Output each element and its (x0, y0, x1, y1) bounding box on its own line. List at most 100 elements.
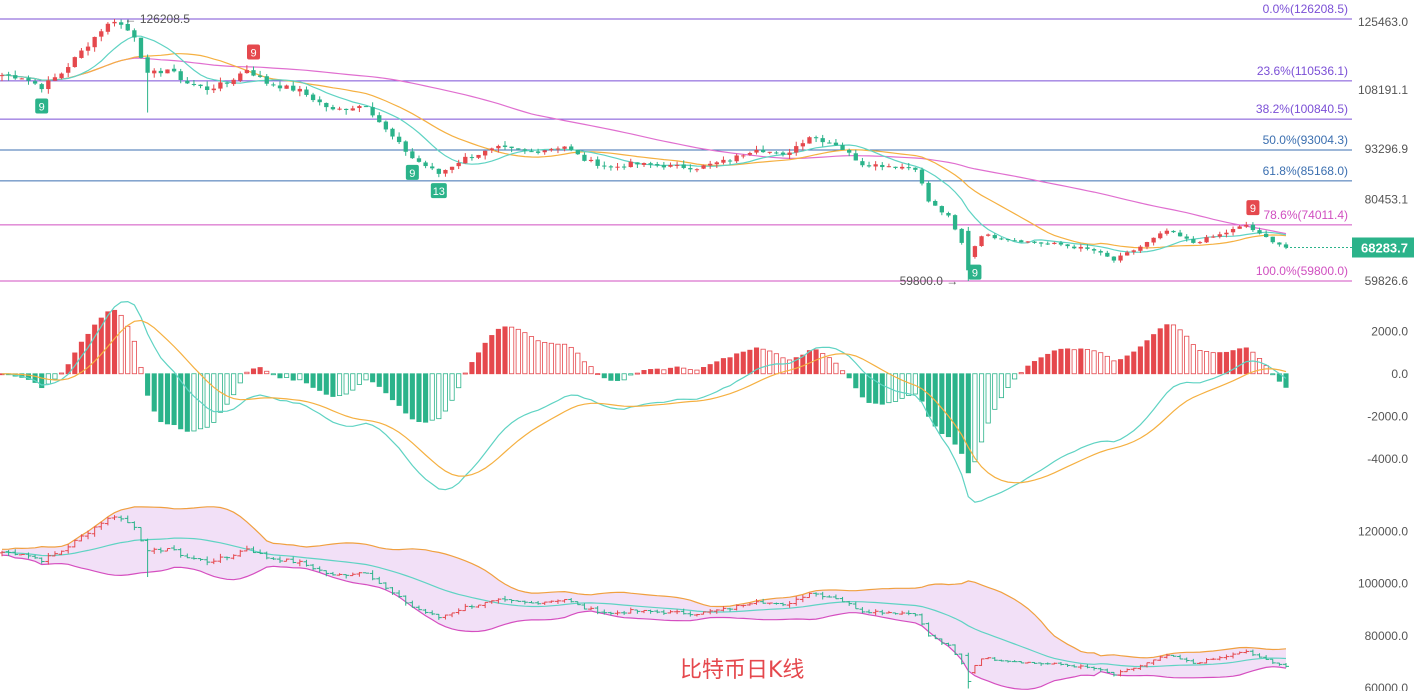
candle-body (32, 81, 38, 84)
candle-body (734, 155, 739, 162)
boll-tick-label: 80000.0 (1365, 629, 1409, 643)
candle-body (416, 158, 422, 162)
macd-bar (1045, 353, 1051, 375)
macd-bar (78, 341, 84, 375)
macd-bar (813, 349, 819, 375)
candle-body (1072, 246, 1077, 249)
macd-bar (376, 373, 382, 387)
macd-bar (1104, 355, 1110, 375)
macd-bar (714, 361, 720, 375)
candle-body (1191, 239, 1196, 243)
macd-bar (204, 373, 210, 428)
macd-bar (343, 373, 349, 395)
candle-body (840, 145, 845, 150)
macd-bar (1065, 348, 1071, 375)
candle-body (79, 50, 84, 58)
td-marker-label: 9 (39, 101, 45, 113)
ma-long-line (1, 57, 1287, 235)
macd-bar (462, 372, 468, 375)
candle-body (542, 150, 547, 153)
td-marker-label: 9 (972, 268, 978, 280)
macd-bar (667, 367, 674, 375)
candle-body (185, 80, 190, 84)
macd-bar (164, 373, 171, 425)
macd-bar (608, 373, 614, 381)
macd-bar (1151, 334, 1157, 375)
candle-body (1131, 250, 1136, 252)
macd-bar (284, 373, 290, 378)
candle-body (694, 169, 700, 171)
candle-body (158, 70, 163, 74)
candle-body (231, 79, 236, 85)
macd-bar (257, 367, 263, 375)
candle-body (85, 46, 91, 51)
td-marker-label: 9 (409, 168, 415, 180)
macd-bar (310, 373, 316, 388)
macd-bar (892, 373, 899, 402)
candle-body (979, 236, 984, 247)
macd-bar (727, 357, 733, 375)
macd-bar (396, 373, 402, 406)
macd-bar (1084, 349, 1090, 375)
macd-bar (648, 369, 654, 375)
candle-body (284, 85, 289, 89)
candle-body (535, 151, 541, 153)
candle-body (1019, 240, 1024, 243)
candle-body (1118, 255, 1123, 261)
candle-body (118, 22, 124, 25)
macd-bar (224, 373, 230, 405)
macd-bar (687, 369, 693, 375)
candle-body (52, 77, 58, 81)
macd-bar (158, 373, 164, 423)
boll-tick-label: 120000.0 (1358, 524, 1408, 538)
candle-body (264, 76, 269, 84)
macd-bar (787, 359, 793, 375)
ma-slow-line (1, 53, 1287, 249)
macd-bar (25, 373, 32, 380)
macd-bar (555, 343, 561, 375)
candle-body (13, 75, 18, 79)
candle-body (1204, 237, 1209, 243)
candle-body (19, 78, 25, 80)
macd-bar (409, 373, 415, 420)
macd-bar (191, 373, 197, 432)
macd-bar (92, 324, 98, 375)
macd-bar (694, 369, 700, 375)
macd-bar (568, 346, 574, 375)
macd-bar (1038, 357, 1044, 375)
candle-body (46, 80, 51, 90)
candle-body (906, 167, 911, 169)
macd-bar (1256, 358, 1263, 375)
candle-body (1005, 239, 1011, 241)
candle-body (807, 137, 812, 144)
macd-bar (548, 342, 554, 375)
candle-body (549, 149, 554, 151)
macd-bar (98, 317, 104, 375)
candle-body (886, 166, 892, 168)
macd-bar (111, 309, 118, 375)
macd-bar (674, 366, 680, 375)
macd-bar (1137, 346, 1143, 375)
macd-bar (1210, 352, 1216, 375)
macd-bar (1164, 324, 1170, 375)
candle-body (621, 166, 627, 168)
macd-tick-label: 2000.0 (1371, 324, 1408, 338)
candle-body (1151, 237, 1156, 243)
candle-body (1158, 233, 1163, 239)
candle-body (304, 89, 309, 95)
candle-body (1177, 232, 1183, 237)
candle-body (780, 152, 786, 155)
macd-bar (840, 370, 846, 375)
macd-bar (39, 373, 45, 389)
candle-body (668, 164, 673, 167)
macd-bar (429, 373, 435, 421)
candle-body (608, 166, 614, 168)
candle-body (562, 146, 567, 149)
macd-bar (1184, 335, 1190, 375)
fib-label: 38.2%(100840.5) (1256, 102, 1348, 116)
candle-body (291, 85, 296, 91)
macd-dif-line (1, 300, 1287, 503)
macd-bar (502, 326, 508, 375)
macd-bar (853, 373, 859, 389)
